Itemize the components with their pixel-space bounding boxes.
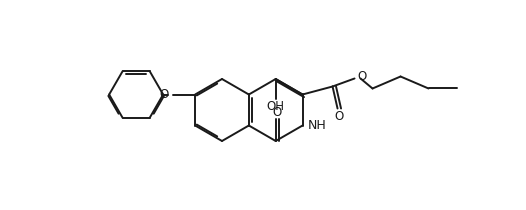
Text: O: O: [358, 70, 367, 83]
Text: NH: NH: [308, 119, 326, 132]
Text: O: O: [272, 105, 282, 118]
Text: OH: OH: [267, 101, 285, 113]
Text: O: O: [335, 110, 343, 123]
Text: O: O: [159, 88, 168, 101]
